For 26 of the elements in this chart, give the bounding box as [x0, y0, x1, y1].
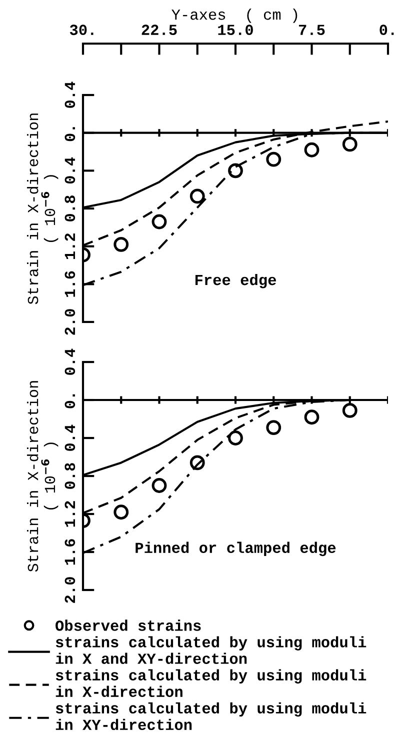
- y-tick-label: 0.8: [64, 196, 76, 222]
- y-tick-label: 0.4: [64, 348, 76, 375]
- y-tick-label: 0.4: [64, 424, 76, 451]
- x-tick-label: 22.5: [142, 24, 177, 36]
- y-tick-label: 1.2: [64, 233, 75, 260]
- y-tick-label: 1.6: [64, 271, 76, 297]
- y-tick-label: 0.4: [64, 82, 76, 108]
- y-axis-title: Strain in X-direction ( 10$^{−6}$ ): [26, 114, 58, 304]
- y-tick-label: 0.: [64, 127, 76, 142]
- x-tick-label: 15.0: [218, 24, 253, 36]
- y-tick-label: 1.2: [64, 501, 75, 527]
- x-tick-label: 30.: [70, 24, 94, 36]
- y-tick-label: 1.6: [64, 539, 76, 565]
- x-tick-label: 7.5: [298, 24, 325, 36]
- x-axis-title: Y-axes ( cm ): [172, 8, 298, 23]
- y-tick-label: 0.: [64, 394, 76, 408]
- x-tick-label: 0.: [380, 24, 394, 36]
- y-tick-label: 0.8: [64, 463, 76, 489]
- legend-label: strains calculated by using moduli in XY-direction: [56, 702, 366, 730]
- legend-label: Observed strains: [56, 620, 201, 631]
- y-tick-label: 0.4: [64, 157, 76, 184]
- y-axis-title: Strain in X-direction ( 10$^{−6}$ ): [26, 381, 58, 572]
- annotation: Free edge: [195, 274, 276, 288]
- annotation: Pinned or clamped edge: [136, 542, 336, 556]
- y-tick-label: 2.0: [64, 577, 76, 603]
- y-tick-label: 2.0: [64, 309, 76, 335]
